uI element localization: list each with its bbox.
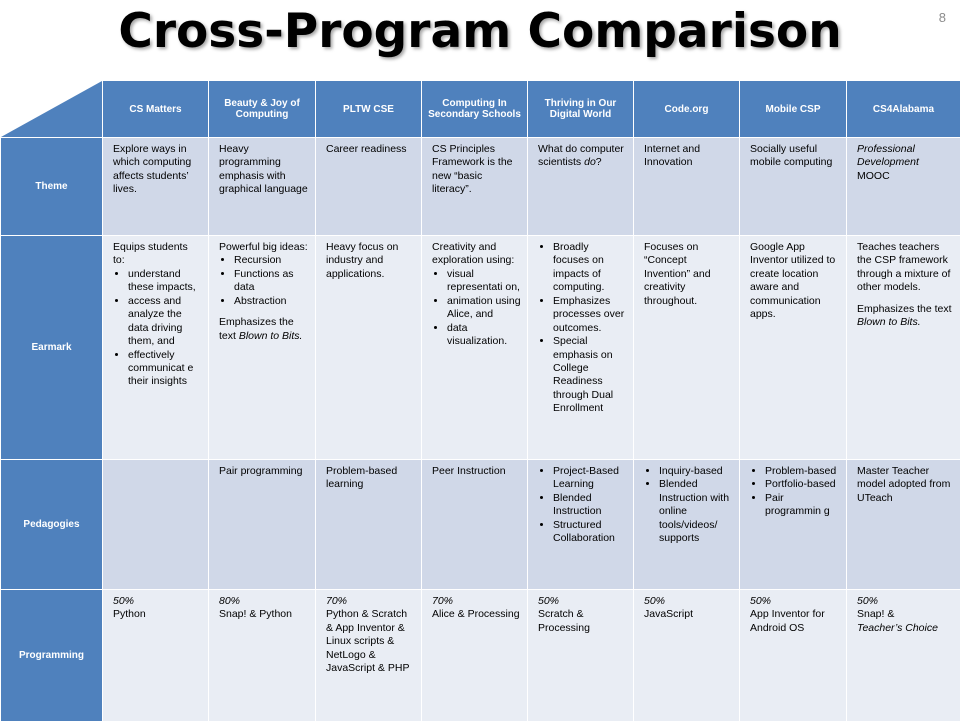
- corner-cell: [1, 81, 103, 138]
- programming-mobile-csp: 50%App Inventor for Android OS: [740, 590, 847, 722]
- row-header-programming: Programming: [1, 590, 103, 722]
- theme-pltw: Career readiness: [316, 138, 422, 236]
- row-header-earmark: Earmark: [1, 236, 103, 460]
- programming-cs4alabama: 50%Snap! &Teacher’s Choice: [847, 590, 960, 722]
- bullet-list: Inquiry-based Blended Instruction with o…: [644, 465, 733, 546]
- pedagogies-bjc: Pair programming: [209, 460, 316, 590]
- corner-triangle: [1, 81, 102, 137]
- theme-thriving: What do computer scientists do?: [528, 138, 634, 236]
- header-row: CS Matters Beauty & Joy of Computing PLT…: [1, 81, 960, 138]
- bullet-list: visual representati on, animation using …: [432, 268, 521, 349]
- pedagogies-mobile-csp: Problem-based Portfolio-based Pair progr…: [740, 460, 847, 590]
- theme-cs-matters: Explore ways in which computing affects …: [103, 138, 209, 236]
- earmark-cs-matters: Equips students to: understand these imp…: [103, 236, 209, 460]
- col-header-cs-matters: CS Matters: [103, 81, 209, 138]
- pedagogies-pltw: Problem-based learning: [316, 460, 422, 590]
- comparison-table: CS Matters Beauty & Joy of Computing PLT…: [0, 80, 960, 722]
- col-header-mobile-csp: Mobile CSP: [740, 81, 847, 138]
- col-header-ciss: Computing In Secondary Schools: [422, 81, 528, 138]
- earmark-cs4alabama: Teaches teachers the CSP framework throu…: [847, 236, 960, 460]
- programming-cs-matters: 50%Python: [103, 590, 209, 722]
- pedagogies-cs-matters: [103, 460, 209, 590]
- programming-codeorg: 50%JavaScript: [634, 590, 740, 722]
- col-header-cs4alabama: CS4Alabama: [847, 81, 960, 138]
- row-header-pedagogies: Pedagogies: [1, 460, 103, 590]
- col-header-thriving: Thriving in Our Digital World: [528, 81, 634, 138]
- theme-codeorg: Internet and Innovation: [634, 138, 740, 236]
- bullet-list: Project-Based Learning Blended Instructi…: [538, 465, 627, 546]
- pedagogies-row: Pedagogies Pair programming Problem-base…: [1, 460, 960, 590]
- programming-ciss: 70%Alice & Processing: [422, 590, 528, 722]
- bullet-list: understand these impacts, access and ana…: [113, 268, 202, 389]
- pedagogies-thriving: Project-Based Learning Blended Instructi…: [528, 460, 634, 590]
- programming-row: Programming 50%Python 80%Snap! & Python …: [1, 590, 960, 722]
- earmark-bjc: Powerful big ideas: Recursion Functions …: [209, 236, 316, 460]
- theme-bjc: Heavy programming emphasis with graphica…: [209, 138, 316, 236]
- col-header-bjc: Beauty & Joy of Computing: [209, 81, 316, 138]
- earmark-mobile-csp: Google App Inventor utilized to create l…: [740, 236, 847, 460]
- pedagogies-cs4alabama: Master Teacher model adopted from UTeach: [847, 460, 960, 590]
- programming-bjc: 80%Snap! & Python: [209, 590, 316, 722]
- theme-mobile-csp: Socially useful mobile computing: [740, 138, 847, 236]
- bullet-list: Recursion Functions as data Abstraction: [219, 254, 309, 308]
- pedagogies-ciss: Peer Instruction: [422, 460, 528, 590]
- pedagogies-codeorg: Inquiry-based Blended Instruction with o…: [634, 460, 740, 590]
- slide-title: Cross-Program Comparison: [0, 4, 960, 59]
- earmark-ciss: Creativity and exploration using: visual…: [422, 236, 528, 460]
- earmark-thriving: Broadly focuses on impacts of computing.…: [528, 236, 634, 460]
- bullet-list: Broadly focuses on impacts of computing.…: [538, 241, 627, 416]
- programming-thriving: 50%Scratch & Processing: [528, 590, 634, 722]
- col-header-pltw: PLTW CSE: [316, 81, 422, 138]
- bullet-list: Problem-based Portfolio-based Pair progr…: [750, 465, 840, 519]
- page-number: 8: [939, 10, 946, 25]
- earmark-row: Earmark Equips students to: understand t…: [1, 236, 960, 460]
- theme-ciss: CS Principles Framework is the new “basi…: [422, 138, 528, 236]
- col-header-codeorg: Code.org: [634, 81, 740, 138]
- row-header-theme: Theme: [1, 138, 103, 236]
- earmark-pltw: Heavy focus on industry and applications…: [316, 236, 422, 460]
- theme-row: Theme Explore ways in which computing af…: [1, 138, 960, 236]
- programming-pltw: 70%Python & Scratch & App Inventor & Lin…: [316, 590, 422, 722]
- earmark-codeorg: Focuses on “Concept Invention” and creat…: [634, 236, 740, 460]
